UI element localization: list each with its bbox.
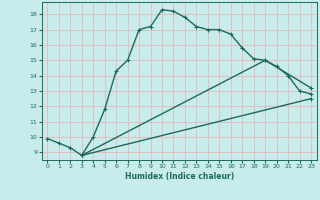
X-axis label: Humidex (Indice chaleur): Humidex (Indice chaleur) — [124, 172, 234, 181]
